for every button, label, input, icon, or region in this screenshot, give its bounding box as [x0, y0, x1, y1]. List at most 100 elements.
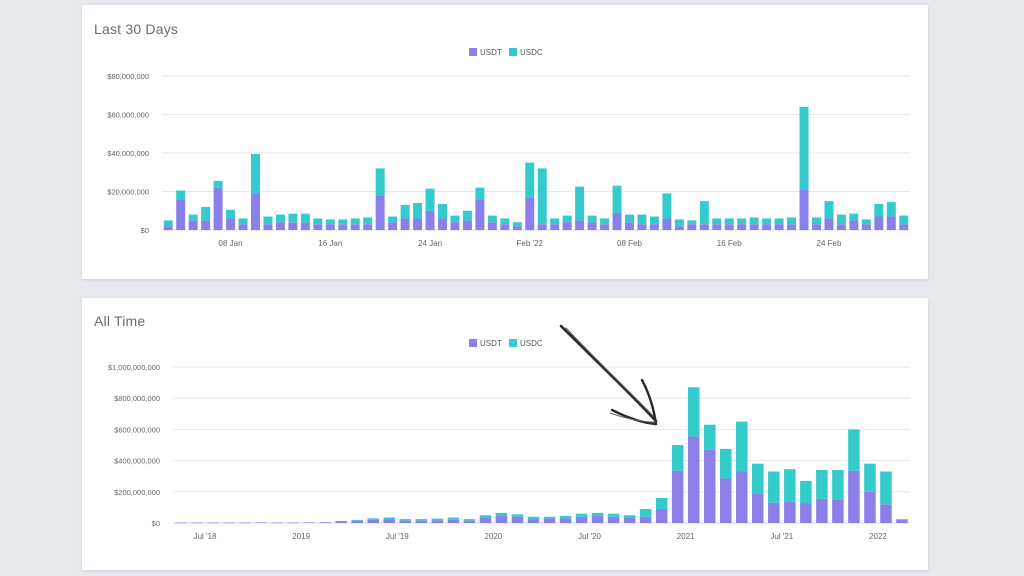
bar-usdt — [287, 522, 299, 524]
bar-usdt — [800, 503, 812, 523]
bar-usdt — [816, 498, 828, 523]
bar-usdt — [787, 224, 797, 230]
bar-usdt — [188, 220, 198, 230]
legend-swatch-usdt — [469, 339, 477, 347]
bar-usdc — [774, 218, 784, 225]
bar-usdt — [559, 518, 572, 523]
bar-usdc — [874, 204, 884, 217]
bar-usdc — [383, 517, 396, 520]
bar-usdc — [880, 471, 892, 505]
bar-usdt — [313, 224, 323, 230]
bar-usdt — [325, 224, 335, 230]
bar-usdt — [251, 193, 260, 230]
bar-usdc — [367, 518, 380, 520]
y-tick-label: $80,000,000 — [107, 72, 149, 81]
bar-usdt — [719, 478, 732, 523]
bar-usdt — [623, 517, 636, 523]
bar-usdc — [163, 220, 173, 227]
bar-usdc — [512, 222, 522, 227]
bar-usdt — [899, 224, 909, 230]
bar-usdt — [812, 224, 821, 230]
bar-usdc — [787, 217, 797, 225]
bar-usdt — [495, 515, 508, 523]
bar-usdt — [351, 520, 364, 523]
bar-usdc — [313, 218, 323, 225]
bar-usdt — [525, 197, 535, 230]
bar-usdt — [388, 222, 398, 230]
bar-usdt — [487, 222, 497, 230]
bar-usdt — [263, 224, 273, 230]
bar-usdt — [383, 519, 396, 523]
bar-usdt — [824, 218, 834, 230]
bar-usdc — [836, 214, 846, 225]
bar-usdc — [550, 218, 560, 225]
bar-usdc — [886, 202, 896, 217]
bar-usdt — [687, 224, 697, 230]
x-tick-label: 24 Jan — [418, 239, 442, 248]
bar-usdc — [438, 204, 447, 219]
bar-usdt — [413, 218, 423, 230]
bar-usdc — [607, 513, 620, 517]
bar-usdt — [637, 224, 647, 230]
bar-usdc — [188, 214, 198, 221]
bar-usdt — [687, 436, 700, 523]
bar-usdt — [300, 222, 310, 230]
bar-usdc — [431, 518, 444, 521]
bar-usdc — [351, 519, 364, 521]
bar-usdc — [388, 216, 398, 223]
bar-usdc — [500, 218, 510, 225]
bar-usdt — [724, 224, 734, 230]
bar-usdc — [849, 213, 859, 221]
bar-usdc — [251, 153, 260, 194]
x-tick-label: Jul '19 — [386, 532, 409, 541]
legend-swatch-usdc — [509, 339, 517, 347]
bar-usdt — [450, 222, 460, 230]
bar-usdc — [896, 519, 908, 520]
bar-usdc — [413, 203, 423, 219]
bar-usdt — [639, 516, 652, 523]
bar-usdt — [447, 519, 460, 523]
bar-usdt — [762, 224, 772, 230]
bar-usdt — [625, 222, 634, 230]
bar-usdc — [275, 214, 285, 223]
bar-usdc — [479, 515, 492, 518]
bar-usdc — [784, 469, 796, 502]
bar-usdt — [438, 218, 447, 230]
bar-usdc — [724, 218, 734, 225]
bar-usdc — [649, 216, 659, 225]
bar-usdc — [415, 519, 428, 521]
bar-usdt — [768, 502, 780, 523]
x-tick-label: 08 Jan — [219, 239, 243, 248]
bar-usdt — [527, 519, 540, 523]
bar-usdt — [512, 226, 522, 230]
bar-usdt — [363, 224, 373, 230]
bar-usdc — [712, 218, 722, 225]
bar-usdc — [699, 201, 709, 225]
bar-usdt — [239, 522, 251, 524]
bar-usdt — [201, 220, 211, 230]
x-tick-label: 24 Feb — [817, 239, 842, 248]
bar-usdc — [400, 204, 410, 219]
bar-usdc — [363, 217, 373, 225]
bar-usdt — [848, 470, 860, 523]
bar-usdc — [800, 480, 812, 504]
bar-usdc — [623, 515, 636, 518]
bar-usdt — [191, 522, 203, 524]
bar-usdt — [288, 222, 298, 230]
bar-usdc — [816, 469, 828, 499]
bar-usdt — [400, 218, 410, 230]
last-30-days-panel: Last 30 Days $0 $20,000,000 $40,000,000 $60… — [82, 5, 928, 279]
bar-usdt — [226, 218, 236, 230]
bar-usdt — [896, 519, 908, 523]
bar-usdt — [587, 222, 597, 230]
bar-usdc — [662, 193, 672, 219]
bar-usdt — [674, 226, 684, 230]
bar-usdt — [255, 522, 267, 523]
bar-usdc — [238, 218, 248, 225]
y-tick-label: $0 — [141, 226, 149, 235]
x-tick-label: 2022 — [869, 532, 887, 541]
bar-usdc — [213, 180, 223, 188]
bar-usdc — [864, 463, 876, 492]
bar-usdc — [527, 516, 540, 520]
bar-usdt — [207, 522, 219, 524]
